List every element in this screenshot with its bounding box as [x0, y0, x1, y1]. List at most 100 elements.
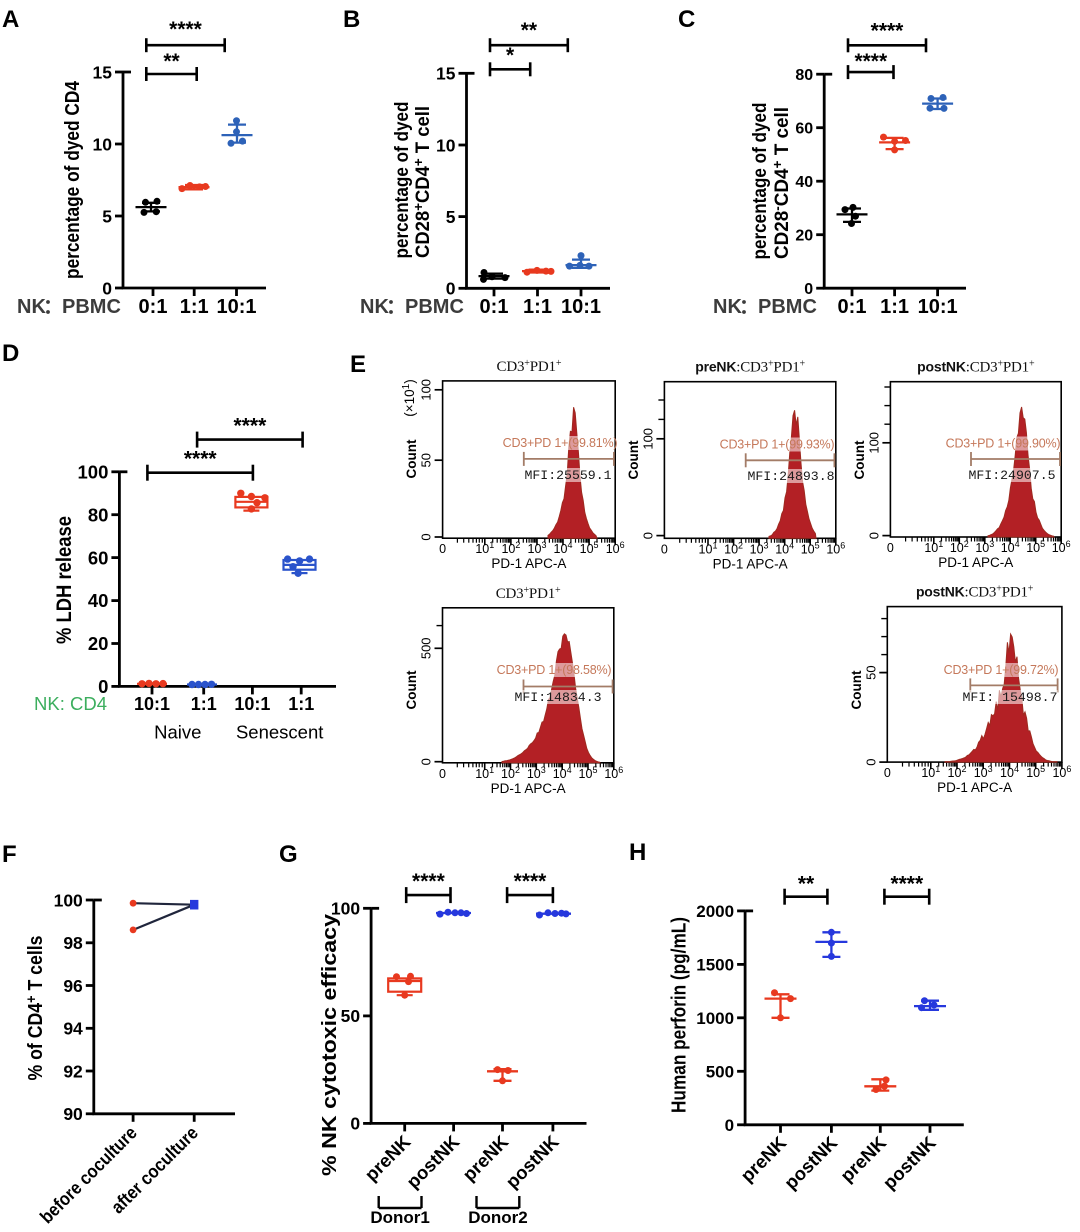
svg-text:NK: NK [360, 296, 389, 318]
svg-text:0: 0 [725, 1116, 734, 1135]
svg-text:PD-1 APC-A: PD-1 APC-A [937, 780, 1012, 795]
svg-text:0: 0 [866, 532, 881, 539]
svg-text:**: ** [521, 19, 538, 42]
svg-text:50: 50 [863, 665, 878, 679]
svg-text:****: **** [412, 870, 446, 893]
svg-text:% NK cytotoxic efficacy: % NK cytotoxic efficacy [318, 913, 341, 1176]
svg-text:*: * [506, 44, 515, 67]
svg-text:CD3+PD 1+(99.90%): CD3+PD 1+(99.90%) [946, 437, 1061, 451]
svg-text:20: 20 [795, 228, 813, 245]
svg-text:60: 60 [88, 547, 109, 568]
svg-text:MFI:25559.1: MFI:25559.1 [524, 468, 611, 483]
svg-text:A: A [2, 6, 19, 33]
svg-text:：: ： [43, 296, 63, 318]
svg-text:H: H [629, 839, 646, 866]
svg-text:PBMC: PBMC [62, 296, 121, 318]
svg-text:PD-1 APC-A: PD-1 APC-A [491, 781, 566, 796]
svg-text:postNK:CD3+PD1+: postNK:CD3+PD1+ [916, 584, 1034, 601]
svg-text:Human perforin (pg/mL): Human perforin (pg/mL) [669, 917, 691, 1113]
svg-text:100: 100 [78, 462, 109, 483]
svg-text:PD-1 APC-A: PD-1 APC-A [713, 556, 788, 571]
svg-text:0: 0 [661, 542, 668, 556]
svg-text:Count: Count [852, 440, 867, 479]
svg-text:94: 94 [63, 1019, 83, 1039]
svg-text:100: 100 [54, 890, 83, 910]
svg-text:****: **** [234, 414, 268, 437]
svg-text:postNK:CD3+PD1+: postNK:CD3+PD1+ [917, 359, 1035, 376]
svg-text:10:1: 10:1 [134, 694, 170, 714]
svg-text:NK: CD4: NK: CD4 [34, 693, 107, 714]
svg-text:Senescent: Senescent [236, 722, 323, 743]
svg-text:CD28-CD4+ T cell: CD28-CD4+ T cell [770, 107, 793, 259]
svg-text:CD3+PD 1+(98.58%): CD3+PD 1+(98.58%) [497, 663, 612, 677]
svg-text:5: 5 [102, 206, 112, 226]
svg-text:****: **** [184, 448, 218, 471]
svg-text:98: 98 [63, 933, 83, 953]
svg-text:90: 90 [63, 1104, 83, 1124]
svg-text:1500: 1500 [696, 956, 734, 975]
svg-text:Donor1: Donor1 [370, 1208, 430, 1227]
svg-text:1000: 1000 [696, 1009, 734, 1028]
svg-text:Donor2: Donor2 [468, 1208, 528, 1227]
svg-text:100: 100 [640, 428, 655, 450]
svg-text:500: 500 [706, 1062, 734, 1081]
svg-text:1:1: 1:1 [191, 694, 217, 714]
svg-text:96: 96 [63, 976, 83, 996]
svg-text:0: 0 [102, 278, 112, 298]
svg-text:60: 60 [795, 121, 813, 138]
svg-text:80: 80 [795, 67, 813, 84]
svg-text:NK: NK [713, 296, 742, 318]
svg-text:MFI:24893.8: MFI:24893.8 [747, 469, 834, 484]
svg-text:****: **** [514, 870, 548, 893]
svg-text:****: **** [890, 873, 924, 896]
svg-text:Count: Count [849, 670, 864, 709]
svg-text:C: C [678, 6, 695, 33]
svg-text:% of CD4+ T cells: % of CD4+ T cells [24, 936, 47, 1081]
svg-text:5: 5 [446, 207, 456, 227]
svg-text:0: 0 [863, 758, 878, 765]
svg-text:NK: NK [17, 296, 46, 318]
svg-text:****: **** [169, 18, 203, 41]
svg-text:MFI:24907.5: MFI:24907.5 [968, 468, 1055, 483]
svg-text:CD28+CD4+ T cell: CD28+CD4+ T cell [411, 106, 434, 258]
svg-text:10:1: 10:1 [234, 694, 270, 714]
svg-text:100: 100 [331, 899, 360, 919]
svg-text:**: ** [163, 50, 180, 73]
svg-text:B: B [343, 6, 360, 33]
svg-text:10:1: 10:1 [918, 296, 958, 318]
svg-text:15: 15 [436, 64, 456, 84]
svg-text:10:1: 10:1 [561, 296, 601, 318]
svg-text:CD3+PD 1+(99.93%): CD3+PD 1+(99.93%) [720, 438, 835, 452]
svg-text:CD3+PD1+: CD3+PD1+ [496, 585, 561, 602]
svg-text:0: 0 [419, 758, 434, 765]
svg-text:1:1: 1:1 [288, 694, 314, 714]
svg-text:：: ： [386, 296, 406, 318]
svg-text:2000: 2000 [696, 902, 734, 921]
svg-text:Count: Count [626, 440, 641, 479]
svg-text:MFI:14834.3: MFI:14834.3 [514, 690, 601, 705]
svg-text:15: 15 [93, 62, 113, 82]
svg-text:G: G [279, 841, 298, 868]
svg-text:0: 0 [804, 281, 813, 298]
svg-text:MFI: 15498.7: MFI: 15498.7 [963, 690, 1058, 705]
svg-text:40: 40 [88, 590, 109, 611]
svg-text:preNK:CD3+PD1+: preNK:CD3+PD1+ [695, 359, 805, 376]
svg-text:percentage of dyed: percentage of dyed [750, 103, 771, 260]
svg-text:0: 0 [884, 766, 891, 780]
svg-text:100: 100 [866, 432, 881, 454]
svg-text:10: 10 [93, 134, 113, 154]
svg-text:0: 0 [887, 541, 894, 555]
svg-text:0: 0 [439, 542, 446, 556]
svg-text:Count: Count [404, 439, 419, 478]
svg-text:0:1: 0:1 [480, 296, 509, 318]
svg-text:1:1: 1:1 [523, 296, 552, 318]
svg-text:PBMC: PBMC [405, 296, 464, 318]
svg-text:Count: Count [404, 670, 419, 709]
svg-text:0: 0 [350, 1114, 360, 1134]
svg-text:50: 50 [341, 1006, 361, 1026]
svg-text:0: 0 [446, 279, 456, 299]
svg-text:****: **** [871, 20, 905, 43]
svg-text:0:1: 0:1 [838, 296, 867, 318]
svg-text:1:1: 1:1 [880, 296, 909, 318]
svg-text:0: 0 [98, 676, 108, 697]
